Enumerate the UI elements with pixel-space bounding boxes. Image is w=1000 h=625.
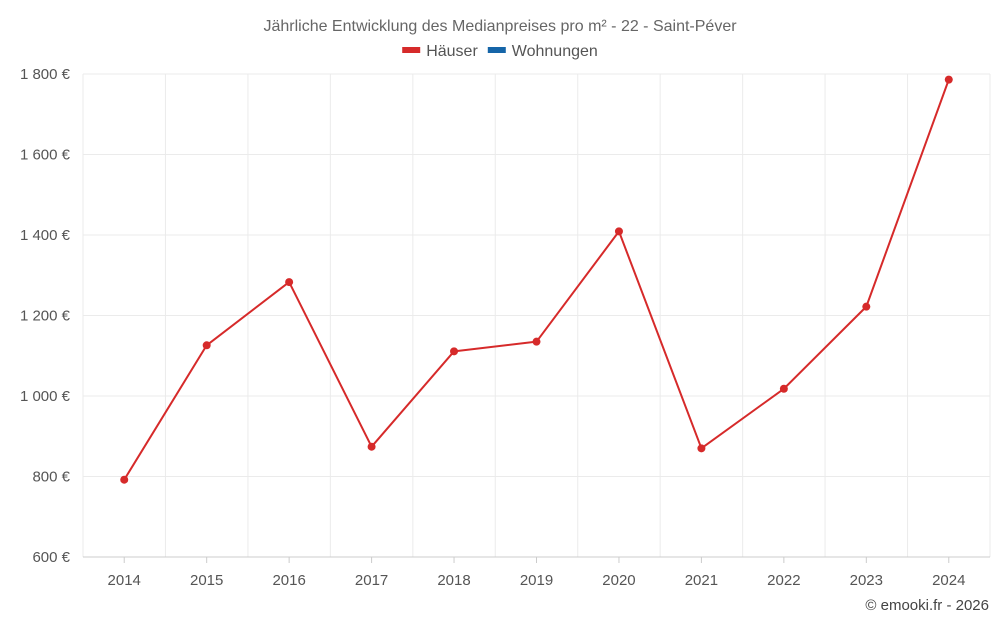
x-tick-label: 2017 (355, 572, 388, 589)
data-point[interactable] (450, 347, 459, 356)
x-tick-label: 2019 (520, 572, 553, 589)
data-point[interactable] (614, 227, 623, 236)
x-tick-label: 2016 (272, 572, 305, 589)
y-tick-label: 1 800 € (20, 66, 71, 83)
x-tick-label: 2021 (685, 572, 718, 589)
y-tick-label: 1 200 € (20, 308, 71, 325)
x-tick-label: 2022 (767, 572, 800, 589)
data-point[interactable] (862, 302, 871, 311)
legend: Häuser Wohnungen (402, 43, 598, 60)
legend-label: Wohnungen (512, 43, 598, 60)
credit-text: © emooki.fr - 2026 (865, 597, 989, 614)
legend-label: Häuser (426, 43, 478, 60)
data-point[interactable] (285, 278, 294, 287)
x-tick-label: 2023 (850, 572, 883, 589)
legend-swatch (487, 47, 506, 53)
y-tick-label: 800 € (32, 469, 70, 486)
data-point[interactable] (779, 384, 788, 393)
data-point[interactable] (202, 341, 211, 350)
x-tick-label: 2020 (602, 572, 635, 589)
legend-item[interactable]: Wohnungen (487, 43, 598, 60)
data-point[interactable] (697, 444, 706, 453)
chart-title: Jährliche Entwicklung des Medianpreises … (263, 18, 737, 35)
y-tick-label: 600 € (32, 549, 70, 566)
legend-item[interactable]: Häuser (402, 43, 478, 60)
x-tick-label: 2014 (108, 572, 141, 589)
data-point[interactable] (532, 337, 541, 346)
legend-swatch (402, 47, 421, 53)
data-point[interactable] (120, 475, 129, 484)
x-tick-label: 2024 (932, 572, 965, 589)
y-tick-label: 1 600 € (20, 147, 71, 164)
y-tick-label: 1 000 € (20, 388, 71, 405)
y-tick-label: 1 400 € (20, 227, 71, 244)
x-tick-label: 2015 (190, 572, 223, 589)
x-axis: 2014 2015 2016 2017 2018 2019 2020 2021 2022 2023… (83, 556, 990, 589)
x-tick-label: 2018 (437, 572, 470, 589)
data-point[interactable] (944, 75, 953, 84)
grid (82, 73, 991, 557)
data-point[interactable] (367, 442, 376, 451)
y-axis: 600 € 800 € 1 000 € 1 200 € 1 400 € 1 600 € 1 … (20, 66, 71, 566)
series-layer (120, 75, 953, 484)
